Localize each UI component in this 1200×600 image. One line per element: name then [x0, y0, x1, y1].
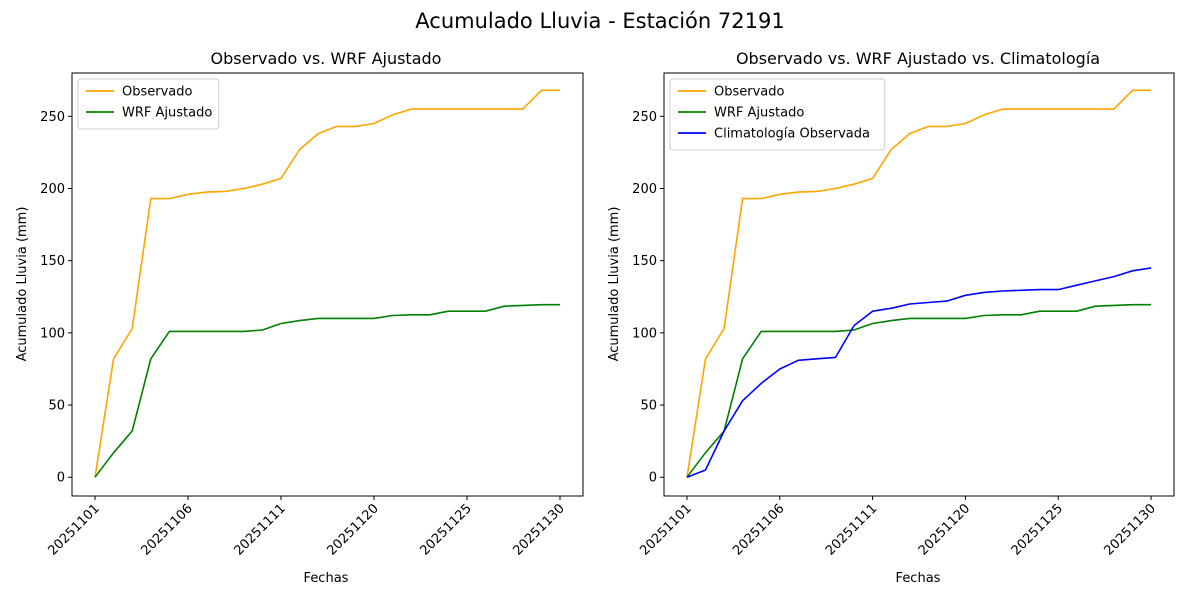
- y-tick-label: 50: [48, 399, 65, 414]
- y-tick-label: 250: [632, 110, 657, 125]
- y-tick-label: 150: [632, 254, 657, 269]
- x-tick-label: 20251120: [916, 501, 973, 558]
- legend-label: Climatología Observada: [714, 127, 870, 142]
- chart-title: Observado vs. WRF Ajustado vs. Climatolo…: [736, 49, 1100, 68]
- legend-label: Observado: [714, 85, 785, 100]
- chart-title: Observado vs. WRF Ajustado: [211, 49, 442, 68]
- plot-area: 0 50 100 150 200 250 20251101 20251106 20251111 2…: [632, 72, 1175, 559]
- y-tick-label: 200: [632, 182, 657, 197]
- legend: [669, 78, 886, 151]
- x-axis-label: Fechas: [896, 571, 941, 586]
- legend-label: WRF Ajustado: [122, 106, 212, 121]
- x-tick-label: 20251111: [823, 501, 880, 558]
- y-tick-label: 0: [649, 471, 657, 486]
- x-tick-label: 20251125: [1009, 501, 1066, 558]
- chart-left: Observado vs. WRF Ajustado Fechas Acumul…: [15, 49, 584, 586]
- y-tick-label: 0: [57, 471, 65, 486]
- y-tick-label: 100: [40, 326, 65, 341]
- series-line-wrf-ajustado: [94, 303, 560, 478]
- x-tick-label: 20251120: [324, 501, 381, 558]
- x-tick-label: 20251130: [1101, 501, 1158, 558]
- x-tick-label: 20251130: [510, 501, 567, 558]
- x-tick-label: 20251111: [231, 501, 288, 558]
- x-axis-label: Fechas: [304, 571, 349, 586]
- chart-right: Observado vs. WRF Ajustado vs. Climatolo…: [607, 49, 1175, 586]
- x-tick-label: 20251106: [138, 501, 195, 558]
- y-tick-label: 100: [632, 326, 657, 341]
- x-tick-label: 20251125: [417, 501, 474, 558]
- axes-frame: [663, 72, 1175, 497]
- x-tick-label: 20251106: [730, 501, 787, 558]
- series-line-observado: [94, 89, 560, 478]
- y-tick-label: 200: [40, 182, 65, 197]
- y-tick-label: 50: [640, 399, 657, 414]
- y-axis-label: Acumulado Lluvia (mm): [607, 207, 622, 362]
- series-line-wrf-ajustado: [686, 303, 1152, 478]
- legend-label: WRF Ajustado: [714, 106, 804, 121]
- x-tick-label: 20251101: [45, 501, 102, 558]
- plot-area: 0 50 100 150 200 250 20251101 20251106 20251111 2…: [40, 72, 584, 559]
- series-line-observado: [686, 89, 1152, 478]
- y-axis-label: Acumulado Lluvia (mm): [15, 207, 30, 362]
- legend-label: Observado: [122, 85, 193, 100]
- x-tick-label: 20251101: [637, 501, 694, 558]
- figure-suptitle: Acumulado Lluvia - Estación 72191: [415, 9, 784, 33]
- y-tick-label: 150: [40, 254, 65, 269]
- series-line-climatología-observada: [686, 267, 1152, 478]
- y-tick-label: 250: [40, 110, 65, 125]
- axes-frame: [71, 72, 584, 497]
